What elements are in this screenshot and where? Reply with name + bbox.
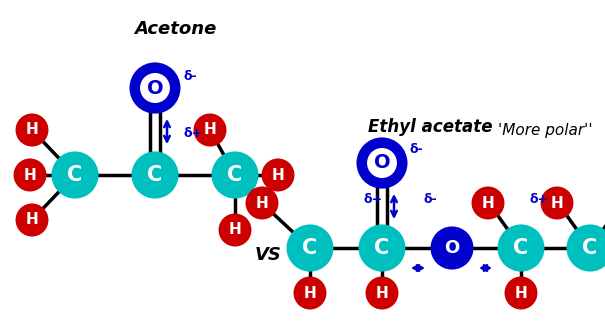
Ellipse shape [247, 188, 277, 218]
Text: H: H [376, 286, 388, 300]
Ellipse shape [499, 226, 543, 270]
Text: δ+: δ+ [529, 193, 548, 206]
Text: 'More polar'': 'More polar'' [498, 123, 592, 137]
Ellipse shape [131, 64, 179, 112]
Text: C: C [148, 165, 163, 185]
Text: C: C [67, 165, 83, 185]
Ellipse shape [195, 115, 225, 145]
Ellipse shape [295, 278, 325, 308]
Text: H: H [515, 286, 528, 300]
Text: H: H [551, 196, 563, 210]
Ellipse shape [133, 153, 177, 197]
Ellipse shape [263, 160, 293, 190]
Ellipse shape [220, 215, 250, 245]
Text: H: H [229, 222, 241, 238]
Text: VS: VS [255, 246, 281, 264]
Text: δ+: δ+ [183, 127, 202, 140]
Text: Ethyl acetate: Ethyl acetate [368, 118, 492, 136]
Text: H: H [256, 196, 269, 210]
Ellipse shape [432, 228, 472, 268]
Text: O: O [374, 154, 390, 172]
Text: δ-: δ- [183, 70, 197, 83]
Ellipse shape [17, 115, 47, 145]
Text: C: C [583, 238, 598, 258]
Text: δ-: δ- [424, 193, 437, 206]
Ellipse shape [506, 278, 536, 308]
Ellipse shape [367, 278, 397, 308]
Text: H: H [24, 168, 36, 182]
Text: H: H [272, 168, 284, 182]
Ellipse shape [140, 73, 170, 103]
Ellipse shape [367, 148, 397, 178]
Ellipse shape [288, 226, 332, 270]
Text: δ-: δ- [410, 143, 424, 156]
Ellipse shape [213, 153, 257, 197]
Text: O: O [146, 79, 163, 97]
Ellipse shape [53, 153, 97, 197]
Ellipse shape [358, 139, 406, 187]
Text: C: C [374, 238, 390, 258]
Ellipse shape [568, 226, 605, 270]
Ellipse shape [15, 160, 45, 190]
Ellipse shape [360, 226, 404, 270]
Text: H: H [25, 212, 38, 227]
Text: C: C [514, 238, 529, 258]
Ellipse shape [542, 188, 572, 218]
Text: H: H [204, 123, 217, 137]
Text: H: H [25, 123, 38, 137]
Text: Acetone: Acetone [134, 20, 216, 38]
Ellipse shape [473, 188, 503, 218]
Text: C: C [227, 165, 243, 185]
Ellipse shape [17, 205, 47, 235]
Text: H: H [304, 286, 316, 300]
Text: O: O [445, 239, 460, 257]
Text: δ+: δ+ [364, 193, 383, 206]
Text: H: H [482, 196, 494, 210]
Text: C: C [302, 238, 318, 258]
